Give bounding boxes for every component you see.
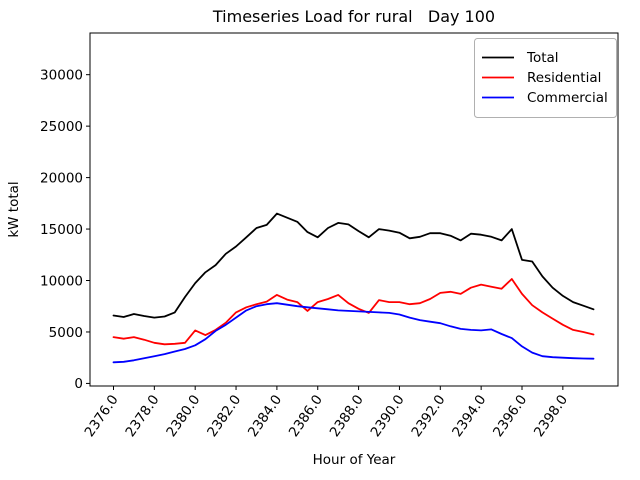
x-axis-label: Hour of Year [313, 452, 396, 468]
legend-label-residential: Residential [527, 70, 601, 86]
y-tick-label: 10000 [40, 273, 83, 289]
y-tick-label: 25000 [40, 119, 83, 135]
residential-line [112, 278, 595, 346]
legend-label-commercial: Commercial [527, 90, 608, 106]
legend: Total Residential Commercial [474, 38, 617, 118]
legend-entry-commercial: Commercial [482, 90, 608, 106]
commercial-line [112, 302, 595, 364]
y-tick-label: 5000 [49, 325, 83, 341]
chart-title: Timeseries Load for rural Day 100 [212, 7, 495, 26]
y-tick-label: 30000 [40, 67, 83, 83]
legend-entry-total: Total [482, 50, 559, 66]
legend-label-total: Total [526, 50, 559, 66]
y-axis: 0 5000 10000 15000 20000 25000 30000 [40, 67, 90, 392]
legend-entry-residential: Residential [482, 70, 601, 86]
y-tick-label: 15000 [40, 222, 83, 238]
y-tick-label: 20000 [40, 170, 83, 186]
y-tick-label: 0 [74, 376, 83, 392]
total-line [112, 212, 595, 319]
y-axis-label: kW total [6, 181, 22, 237]
series-lines [112, 212, 595, 364]
plot-border [89, 32, 619, 387]
